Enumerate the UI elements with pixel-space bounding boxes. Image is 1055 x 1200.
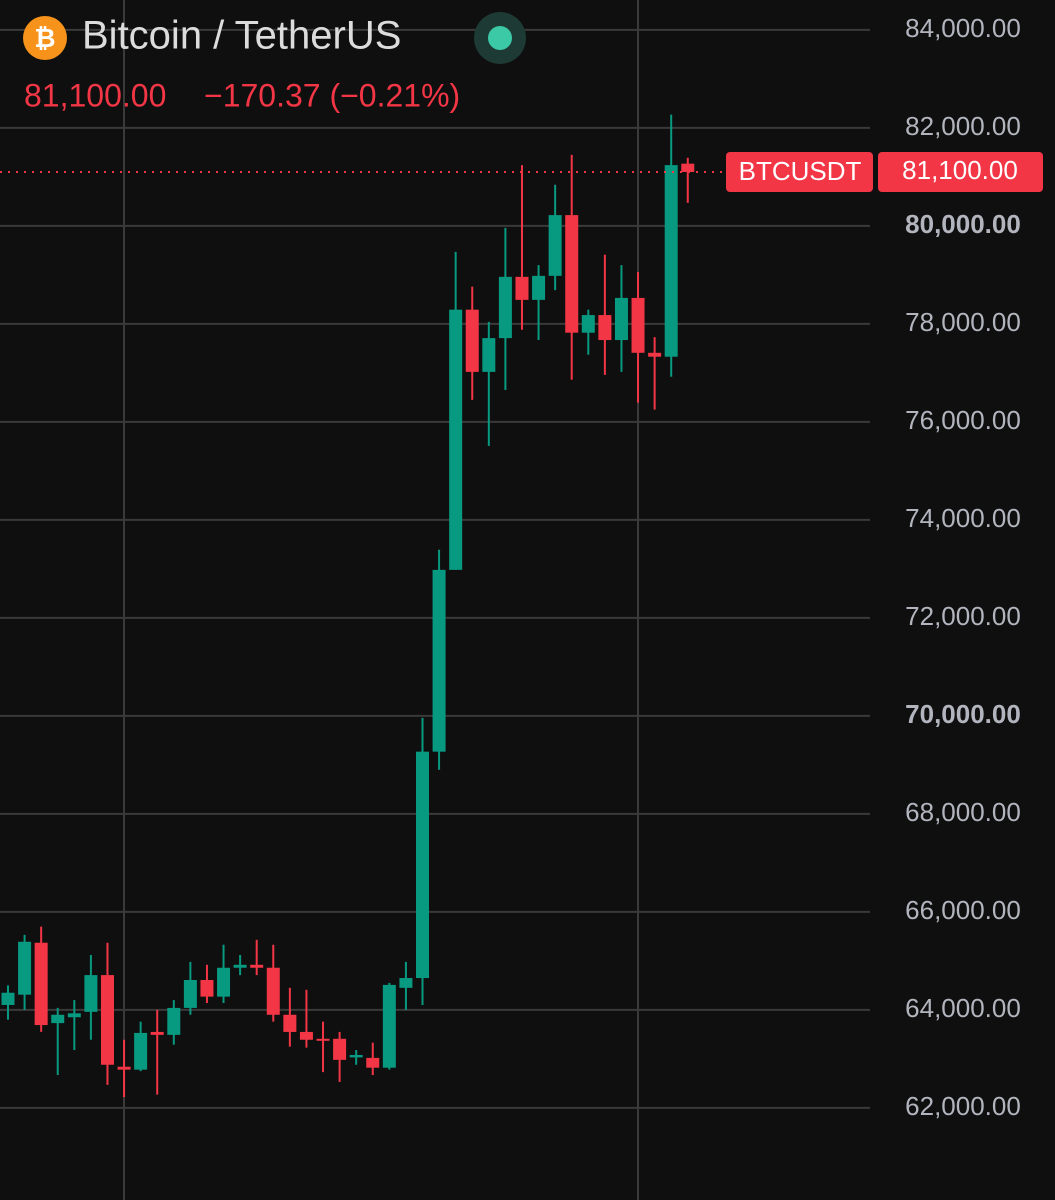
candle-body: [349, 1054, 363, 1058]
candle-body: [316, 1038, 330, 1041]
coin-icon-glyph: ₿: [34, 23, 55, 53]
candle-body: [1, 992, 15, 1005]
candle-body: [515, 276, 529, 300]
candle-body: [117, 1066, 131, 1070]
candle-body: [217, 967, 231, 997]
candle-body: [333, 1038, 347, 1060]
y-tick-label: 68,000.00: [905, 797, 1021, 827]
candle-body: [614, 297, 628, 341]
candle-body: [416, 751, 429, 979]
coin-icon: [23, 16, 67, 60]
y-tick-label: 76,000.00: [905, 405, 1021, 435]
symbol-tag: [726, 151, 873, 192]
candle-body: [51, 1014, 65, 1024]
candle-body: [382, 984, 396, 1068]
candle-body: [100, 975, 114, 1065]
candle-body: [498, 276, 512, 339]
candle-body: [465, 309, 479, 372]
candle-body: [532, 275, 546, 300]
candle-body: [366, 1057, 380, 1068]
price-tag-label: 81,100.00: [902, 155, 1018, 185]
candle-body: [250, 964, 264, 968]
candle-body: [150, 1031, 164, 1035]
candle-body: [631, 297, 645, 353]
y-tick-label: 84,000.00: [905, 13, 1021, 43]
candle-body: [134, 1032, 148, 1070]
candle-body: [67, 1013, 81, 1018]
chart-title: Bitcoin / TetherUS: [82, 14, 401, 58]
candle-body: [449, 309, 463, 570]
candle-body: [266, 967, 280, 1015]
candle-body: [299, 1031, 313, 1040]
y-tick-label: 72,000.00: [905, 601, 1021, 631]
candle-body: [84, 975, 98, 1012]
candle-body: [548, 215, 562, 276]
y-tick-label: 70,000.00: [905, 699, 1021, 729]
candle-body: [648, 352, 662, 357]
candle-body: [200, 979, 214, 997]
candle-body: [399, 978, 413, 988]
y-tick-label: 78,000.00: [905, 307, 1021, 337]
candle-body: [581, 315, 595, 333]
candle-body: [598, 315, 612, 341]
candle-body: [233, 964, 247, 968]
y-tick-label: 80,000.00: [905, 209, 1021, 239]
price: 81,100.00: [24, 77, 166, 113]
candle-body: [283, 1014, 297, 1032]
candle-body: [34, 942, 48, 1026]
change: −170.37 (−0.21%): [204, 77, 460, 113]
candle-body: [18, 941, 32, 995]
labels: ₿ Bitcoin / TetherUS 81,100.00 −170.37 (…: [23, 12, 1043, 1121]
grid: [0, 28, 870, 1109]
status-dot: [488, 26, 512, 50]
y-tick-label: 66,000.00: [905, 895, 1021, 925]
y-tick-label: 82,000.00: [905, 111, 1021, 141]
candle-body: [664, 165, 678, 357]
price-tag: [878, 151, 1043, 192]
candle-body: [432, 569, 446, 752]
candle-body: [183, 979, 197, 1008]
candle-body: [167, 1007, 181, 1035]
candle-body: [681, 163, 695, 172]
symbol-label: BTCUSDT: [739, 156, 862, 186]
y-tick-label: 64,000.00: [905, 993, 1021, 1023]
candles: [0, 114, 725, 1098]
candle-body: [565, 215, 579, 333]
y-tick-label: 74,000.00: [905, 503, 1021, 533]
y-tick-label: 62,000.00: [905, 1091, 1021, 1121]
candle-body: [482, 338, 496, 372]
